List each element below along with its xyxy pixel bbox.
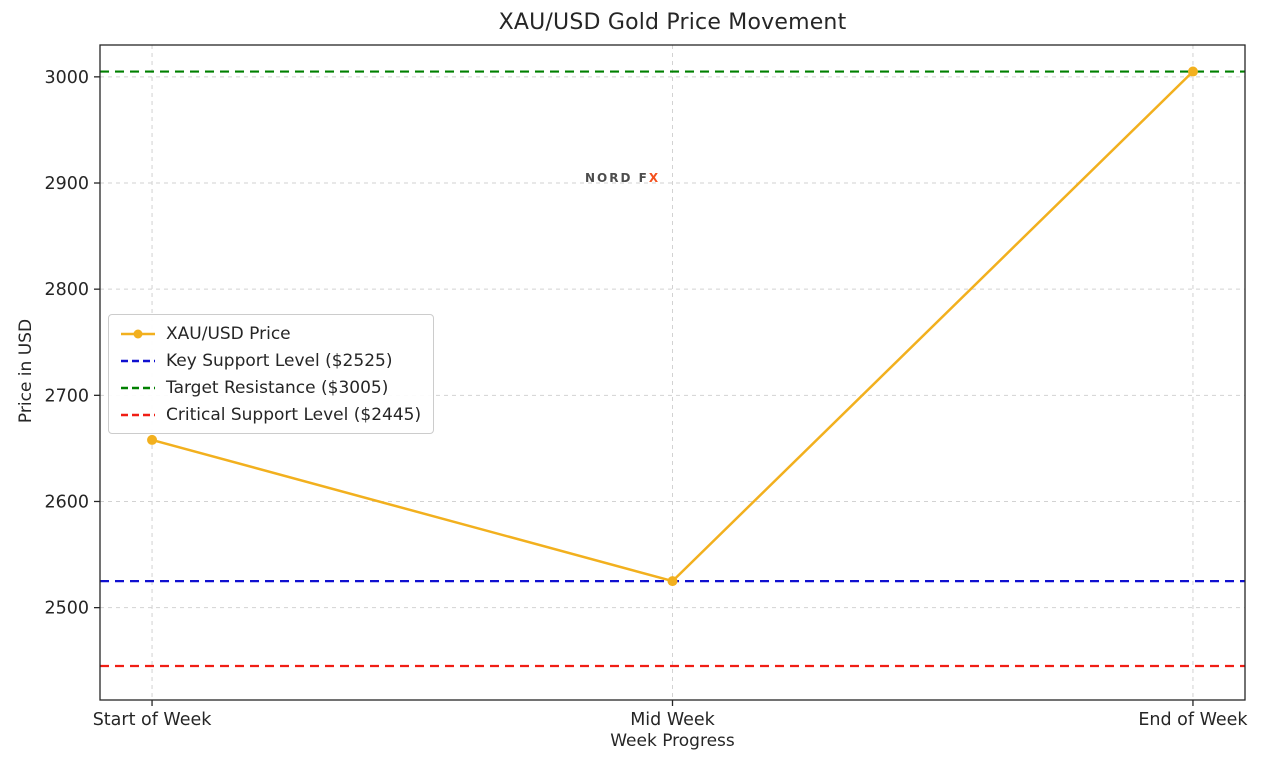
nordfx-watermark: NORD FX xyxy=(585,171,660,185)
watermark-x-text: X xyxy=(648,171,661,185)
legend-entry: Key Support Level ($2525) xyxy=(119,350,421,371)
legend-label: Target Resistance ($3005) xyxy=(166,377,389,398)
y-tick-label: 2700 xyxy=(44,386,89,406)
x-tick-label: End of Week xyxy=(1138,710,1248,730)
chart-title: XAU/USD Gold Price Movement xyxy=(498,10,847,35)
legend-line-marker-icon xyxy=(121,329,155,338)
y-tick-label: 2900 xyxy=(44,174,89,194)
x-tick-label: Mid Week xyxy=(630,710,715,730)
legend-dashed-line-icon xyxy=(121,359,155,362)
legend-entry: XAU/USD Price xyxy=(119,323,421,344)
y-tick-label: 3000 xyxy=(44,68,89,88)
y-tick-label: 2600 xyxy=(44,492,89,512)
price-marker xyxy=(1187,66,1198,77)
y-tick-label: 2500 xyxy=(44,599,89,619)
legend-dashed-line-icon xyxy=(121,386,155,389)
legend-label: Critical Support Level ($2445) xyxy=(166,404,422,425)
x-axis-label: Week Progress xyxy=(610,731,735,751)
y-tick-label: 2800 xyxy=(44,280,89,300)
price-marker xyxy=(667,576,678,587)
price-marker xyxy=(147,434,158,445)
watermark-text: NORD F xyxy=(585,171,649,185)
legend-label: Key Support Level ($2525) xyxy=(166,350,393,371)
y-axis-label: Price in USD xyxy=(16,318,36,424)
x-tick-label: Start of Week xyxy=(93,710,213,730)
legend-dashed-line-icon xyxy=(121,413,155,416)
legend: XAU/USD Price Key Support Level ($2525) Ta… xyxy=(108,314,435,434)
legend-label: XAU/USD Price xyxy=(166,323,291,344)
legend-entry: Target Resistance ($3005) xyxy=(119,377,421,398)
legend-entry: Critical Support Level ($2445) xyxy=(119,404,421,425)
